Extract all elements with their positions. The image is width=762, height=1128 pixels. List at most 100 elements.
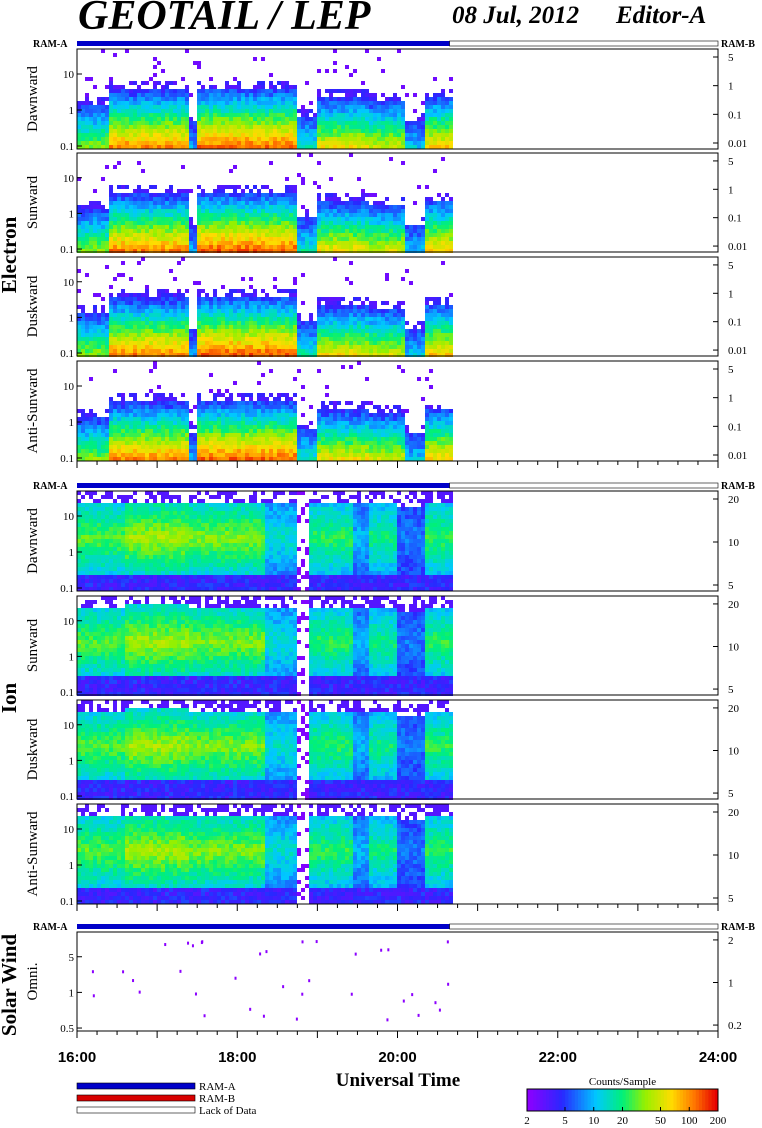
heatmap-cell — [181, 117, 185, 121]
heatmap-cell — [97, 129, 101, 133]
heatmap-cell — [149, 225, 153, 229]
heatmap-cell — [397, 301, 401, 305]
heatmap-cell — [289, 457, 293, 461]
heatmap-cell — [345, 233, 349, 237]
heatmap-cell — [177, 261, 181, 265]
heatmap-cell — [177, 245, 181, 249]
heatmap-cell — [261, 413, 265, 417]
heatmap-cell — [145, 217, 149, 221]
heatmap-cell — [433, 297, 437, 301]
heatmap-cell — [385, 329, 389, 333]
heatmap-cell — [345, 205, 349, 209]
heatmap-cell — [177, 105, 181, 109]
heatmap-cell — [169, 213, 173, 217]
heatmap-cell — [377, 125, 381, 129]
heatmap-cell — [361, 333, 365, 337]
heatmap-cell — [233, 317, 237, 321]
heatmap-cell — [413, 141, 417, 145]
heatmap-cell — [157, 409, 161, 413]
heatmap-cell — [281, 241, 285, 245]
heatmap-cell — [277, 233, 281, 237]
heatmap-cell — [237, 421, 241, 425]
heatmap-cell — [109, 429, 113, 433]
heatmap-cell — [433, 245, 437, 249]
heatmap-cell — [205, 317, 209, 321]
heatmap-cell — [189, 189, 193, 193]
heatmap-cell — [345, 105, 349, 109]
heatmap-cell — [389, 133, 393, 137]
heatmap-cell — [145, 401, 149, 405]
heatmap-cell — [225, 341, 229, 345]
heatmap-cell — [317, 329, 321, 333]
panel-frame — [76, 48, 719, 150]
heatmap-cell — [265, 109, 269, 113]
heatmap-cell — [253, 345, 257, 349]
heatmap-cell — [145, 145, 149, 149]
heatmap-cell — [273, 141, 277, 145]
heatmap-cell — [361, 225, 365, 229]
heatmap-cell — [425, 297, 429, 301]
heatmap-cell — [109, 305, 113, 309]
heatmap-cell — [189, 421, 193, 425]
heatmap-cell — [97, 317, 101, 321]
heatmap-cell — [85, 317, 89, 321]
heatmap-cell — [321, 145, 325, 149]
heatmap-cell — [157, 437, 161, 441]
heatmap-cell — [289, 109, 293, 113]
heatmap-cell — [293, 341, 297, 345]
heatmap-cell — [377, 345, 381, 349]
heatmap-cell — [281, 353, 285, 357]
heatmap-cell — [333, 137, 337, 141]
heatmap-cell — [445, 317, 449, 321]
heatmap-cell — [125, 353, 129, 357]
heatmap-cell — [309, 337, 313, 341]
heatmap-cell — [285, 445, 289, 449]
heatmap-cell — [121, 345, 125, 349]
heatmap-cell — [193, 437, 197, 441]
heatmap-cell — [441, 197, 445, 201]
heatmap-cell — [117, 201, 121, 205]
heatmap-cell — [121, 353, 125, 357]
heatmap-cell — [149, 337, 153, 341]
heatmap-cell — [181, 237, 185, 241]
heatmap-cell — [101, 141, 105, 145]
heatmap-cell — [197, 317, 201, 321]
heatmap-cell — [121, 409, 125, 413]
heatmap-cell — [325, 113, 329, 117]
heatmap-cell — [297, 429, 301, 433]
heatmap-cell — [397, 101, 401, 105]
heatmap-cell — [153, 425, 157, 429]
heatmap-cell — [249, 221, 253, 225]
heatmap-cell — [357, 217, 361, 221]
heatmap-cell — [393, 345, 397, 349]
heatmap-cell — [393, 241, 397, 245]
heatmap-cell — [189, 425, 193, 429]
heatmap-cell — [353, 105, 357, 109]
heatmap-cell — [193, 449, 197, 453]
heatmap-cell — [429, 317, 433, 321]
heatmap-cell — [161, 69, 165, 73]
heatmap-cell — [377, 117, 381, 121]
heatmap-cell — [181, 453, 185, 457]
heatmap-cell — [133, 133, 137, 137]
heatmap-cell — [149, 449, 153, 453]
heatmap-cell — [417, 229, 421, 233]
heatmap-cell — [225, 445, 229, 449]
right-tick-label: 0.01 — [728, 241, 747, 253]
heatmap-cell — [321, 345, 325, 349]
heatmap-cell — [225, 309, 229, 313]
heatmap-cell — [189, 449, 193, 453]
heatmap-cell — [85, 213, 89, 217]
heatmap-cell — [417, 137, 421, 141]
heatmap-cell — [165, 97, 169, 101]
heatmap-cell — [93, 125, 97, 129]
heatmap-cell — [205, 221, 209, 225]
heatmap-cell — [393, 109, 397, 113]
heatmap-cell — [293, 297, 297, 301]
heatmap-cell — [229, 289, 233, 293]
heatmap-cell — [297, 353, 301, 357]
heatmap-cell — [349, 129, 353, 133]
heatmap-cell — [197, 105, 201, 109]
heatmap-cell — [297, 109, 301, 113]
heatmap-cell — [101, 205, 105, 209]
